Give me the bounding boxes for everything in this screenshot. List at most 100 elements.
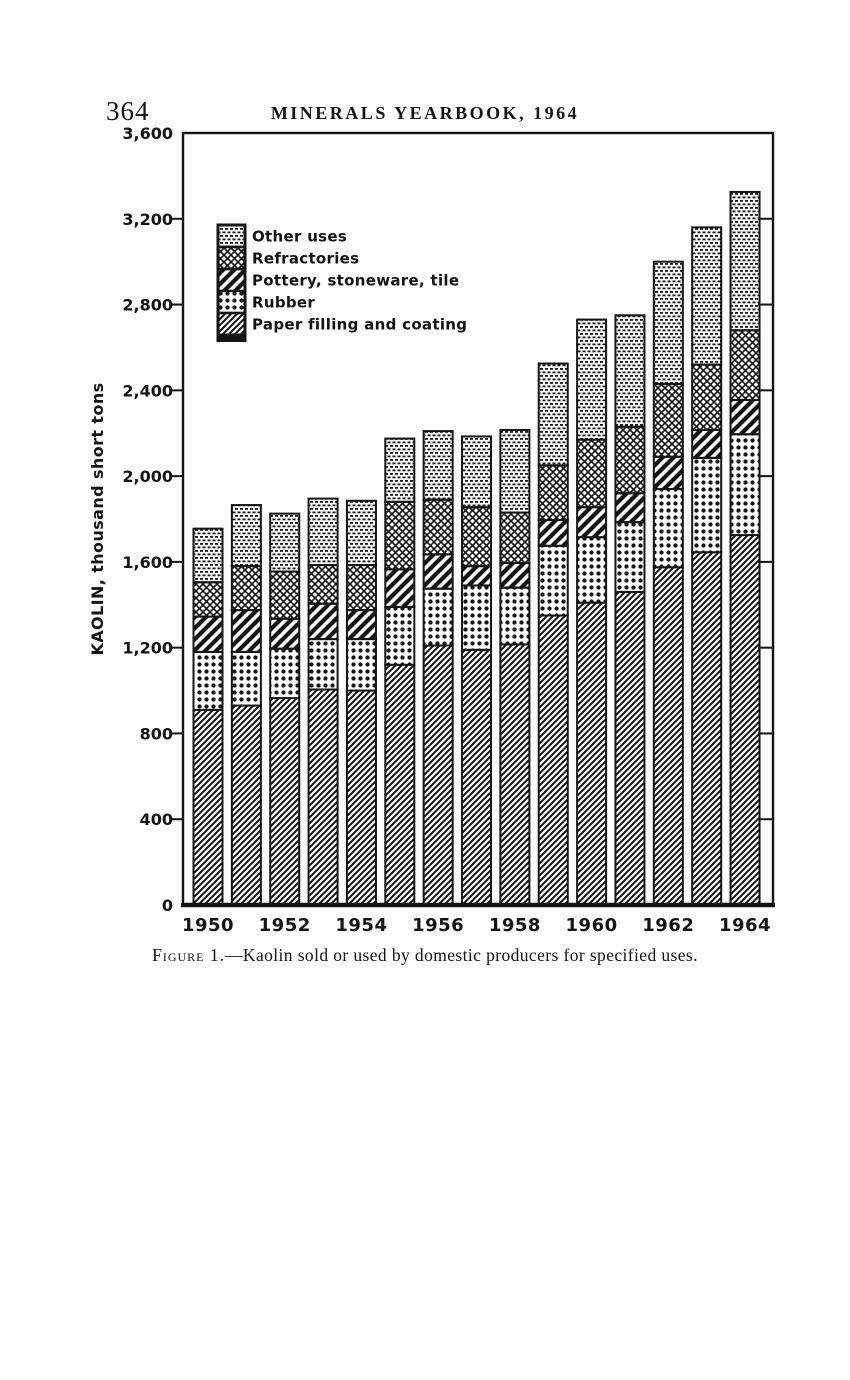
bar-1960-segment-paper-filling-and-coating bbox=[576, 601, 608, 906]
y-tick-label: 3,600 bbox=[122, 124, 173, 143]
bar-1953-segment-other-uses bbox=[307, 497, 339, 567]
kaolin-stacked-bar-chart: 0 400 800 1,200 1,600 2,000 2,400 2,800 3,200 3,6… bbox=[70, 115, 790, 945]
bar-1964-segment-pottery-stoneware-tile bbox=[729, 398, 761, 436]
legend-label-pottery-stoneware-tile: Pottery, stoneware, tile bbox=[252, 272, 459, 290]
bar-1959-segment-pottery-stoneware-tile bbox=[537, 519, 569, 547]
bar-1961-segment-rubber bbox=[614, 521, 646, 593]
bar-1964-segment-refractories bbox=[729, 329, 761, 401]
bar-1959-segment-rubber bbox=[537, 544, 569, 617]
x-tick-label: 1952 bbox=[259, 915, 311, 936]
legend-label-other-uses: Other uses bbox=[252, 228, 347, 246]
bar-1963-segment-pottery-stoneware-tile bbox=[691, 429, 723, 459]
figure-caption-text: —Kaolin sold or used by domestic produce… bbox=[225, 945, 698, 965]
bar-1963-segment-other-uses bbox=[691, 226, 723, 366]
legend-label-paper-filling-and-coating: Paper filling and coating bbox=[252, 316, 467, 334]
x-tick-label: 1950 bbox=[182, 915, 234, 936]
bar-1956-segment-pottery-stoneware-tile bbox=[422, 553, 454, 590]
bar-1951-segment-pottery-stoneware-tile bbox=[230, 609, 262, 653]
bar-1953-segment-refractories bbox=[307, 564, 339, 605]
bar-1959-segment-other-uses bbox=[537, 362, 569, 467]
bar-1957-segment-paper-filling-and-coating bbox=[461, 648, 493, 906]
y-tick-label: 1,200 bbox=[122, 639, 173, 658]
bar-1957-segment-rubber bbox=[461, 584, 493, 651]
bar-1962-segment-paper-filling-and-coating bbox=[652, 566, 684, 906]
bar-1955-segment-rubber bbox=[384, 605, 416, 666]
axes-group: 0 400 800 1,200 1,600 2,000 2,400 2,800 3,200 3,6… bbox=[88, 124, 773, 936]
y-tick-label: 400 bbox=[140, 810, 173, 829]
legend-label-refractories: Refractories bbox=[252, 250, 359, 268]
bar-1952-segment-paper-filling-and-coating bbox=[269, 697, 301, 906]
bar-1950-segment-rubber bbox=[192, 650, 224, 711]
bar-1956-segment-paper-filling-and-coating bbox=[422, 644, 454, 907]
legend-label-rubber: Rubber bbox=[252, 294, 315, 312]
y-tick-label: 1,600 bbox=[122, 553, 173, 572]
legend-swatch-base-bar bbox=[216, 334, 247, 342]
legend-swatch-other-uses-icon bbox=[216, 223, 247, 249]
bar-1952-segment-rubber bbox=[269, 647, 301, 700]
y-tick-label: 2,800 bbox=[122, 296, 173, 315]
y-tick-label: 800 bbox=[140, 724, 173, 743]
bar-1950-segment-pottery-stoneware-tile bbox=[192, 615, 224, 653]
bar-1951-segment-paper-filling-and-coating bbox=[230, 704, 262, 906]
bar-1954-segment-pottery-stoneware-tile bbox=[345, 609, 377, 641]
bar-1955-segment-other-uses bbox=[384, 437, 416, 503]
bar-1964-segment-other-uses bbox=[729, 190, 761, 332]
legend-swatch-paper-filling-and-coating-icon bbox=[216, 311, 247, 337]
bar-1951-segment-refractories bbox=[230, 565, 262, 612]
bar-1956-segment-other-uses bbox=[422, 430, 454, 501]
y-tick-label: 2,400 bbox=[122, 381, 173, 400]
bar-1950-segment-refractories bbox=[192, 581, 224, 618]
bar-1955-segment-paper-filling-and-coating bbox=[384, 663, 416, 906]
bar-1957-segment-pottery-stoneware-tile bbox=[461, 565, 493, 587]
bar-1953-segment-pottery-stoneware-tile bbox=[307, 602, 339, 641]
bar-1951-segment-other-uses bbox=[230, 504, 262, 568]
bar-1952-segment-refractories bbox=[269, 570, 301, 620]
bars-group bbox=[192, 190, 761, 907]
bar-1963-segment-rubber bbox=[691, 456, 723, 554]
x-tick-label: 1956 bbox=[412, 915, 464, 936]
bar-1956-segment-rubber bbox=[422, 587, 454, 647]
bar-1964-segment-paper-filling-and-coating bbox=[729, 534, 761, 906]
x-tick-label: 1958 bbox=[489, 915, 541, 936]
bar-1961-segment-pottery-stoneware-tile bbox=[614, 492, 646, 524]
bar-1952-segment-pottery-stoneware-tile bbox=[269, 617, 301, 650]
bar-1954-segment-refractories bbox=[345, 564, 377, 612]
bar-1961-segment-other-uses bbox=[614, 314, 646, 428]
y-tick-label: 0 bbox=[162, 896, 173, 915]
x-tick-label: 1960 bbox=[566, 915, 618, 936]
bar-1958-segment-other-uses bbox=[499, 429, 531, 514]
legend-swatch-pottery-stoneware-tile-icon bbox=[216, 267, 247, 293]
bar-1960-segment-rubber bbox=[576, 536, 608, 604]
bar-1960-segment-pottery-stoneware-tile bbox=[576, 506, 608, 539]
bar-1962-segment-other-uses bbox=[652, 260, 684, 385]
bar-1960-segment-other-uses bbox=[576, 318, 608, 441]
legend-swatch-outline bbox=[216, 223, 247, 337]
bar-1961-segment-refractories bbox=[614, 425, 646, 495]
bar-1958-segment-rubber bbox=[499, 586, 531, 646]
page-header: MINERALS YEARBOOK, 1964 bbox=[270, 103, 580, 123]
bar-1964-segment-rubber bbox=[729, 433, 761, 537]
bar-1954-segment-paper-filling-and-coating bbox=[345, 689, 377, 906]
legend-swatch-rubber-icon bbox=[216, 289, 247, 315]
bar-1956-segment-refractories bbox=[422, 498, 454, 556]
figure-caption: Figure 1.—Kaolin sold or used by domesti… bbox=[0, 945, 850, 966]
bar-1960-segment-refractories bbox=[576, 438, 608, 509]
bar-1951-segment-rubber bbox=[230, 650, 262, 707]
y-tick-label: 3,200 bbox=[122, 210, 173, 229]
bar-1963-segment-refractories bbox=[691, 363, 723, 432]
bar-1954-segment-rubber bbox=[345, 638, 377, 692]
bar-1950-segment-other-uses bbox=[192, 527, 224, 584]
figure-caption-label: Figure 1. bbox=[152, 945, 225, 965]
bar-1958-segment-refractories bbox=[499, 511, 531, 564]
x-tick-label: 1954 bbox=[335, 915, 387, 936]
bar-1962-segment-pottery-stoneware-tile bbox=[652, 455, 684, 490]
bar-1963-segment-paper-filling-and-coating bbox=[691, 551, 723, 906]
legend: Other uses Refractories Pottery, stoneware… bbox=[216, 223, 467, 342]
legend-swatch-refractories-icon bbox=[216, 245, 247, 271]
bar-1954-segment-other-uses bbox=[345, 499, 377, 567]
bar-1958-segment-paper-filling-and-coating bbox=[499, 643, 531, 906]
y-axis-title: KAOLIN, thousand short tons bbox=[88, 382, 107, 655]
bar-1959-segment-paper-filling-and-coating bbox=[537, 614, 569, 906]
bar-1953-segment-paper-filling-and-coating bbox=[307, 688, 339, 906]
